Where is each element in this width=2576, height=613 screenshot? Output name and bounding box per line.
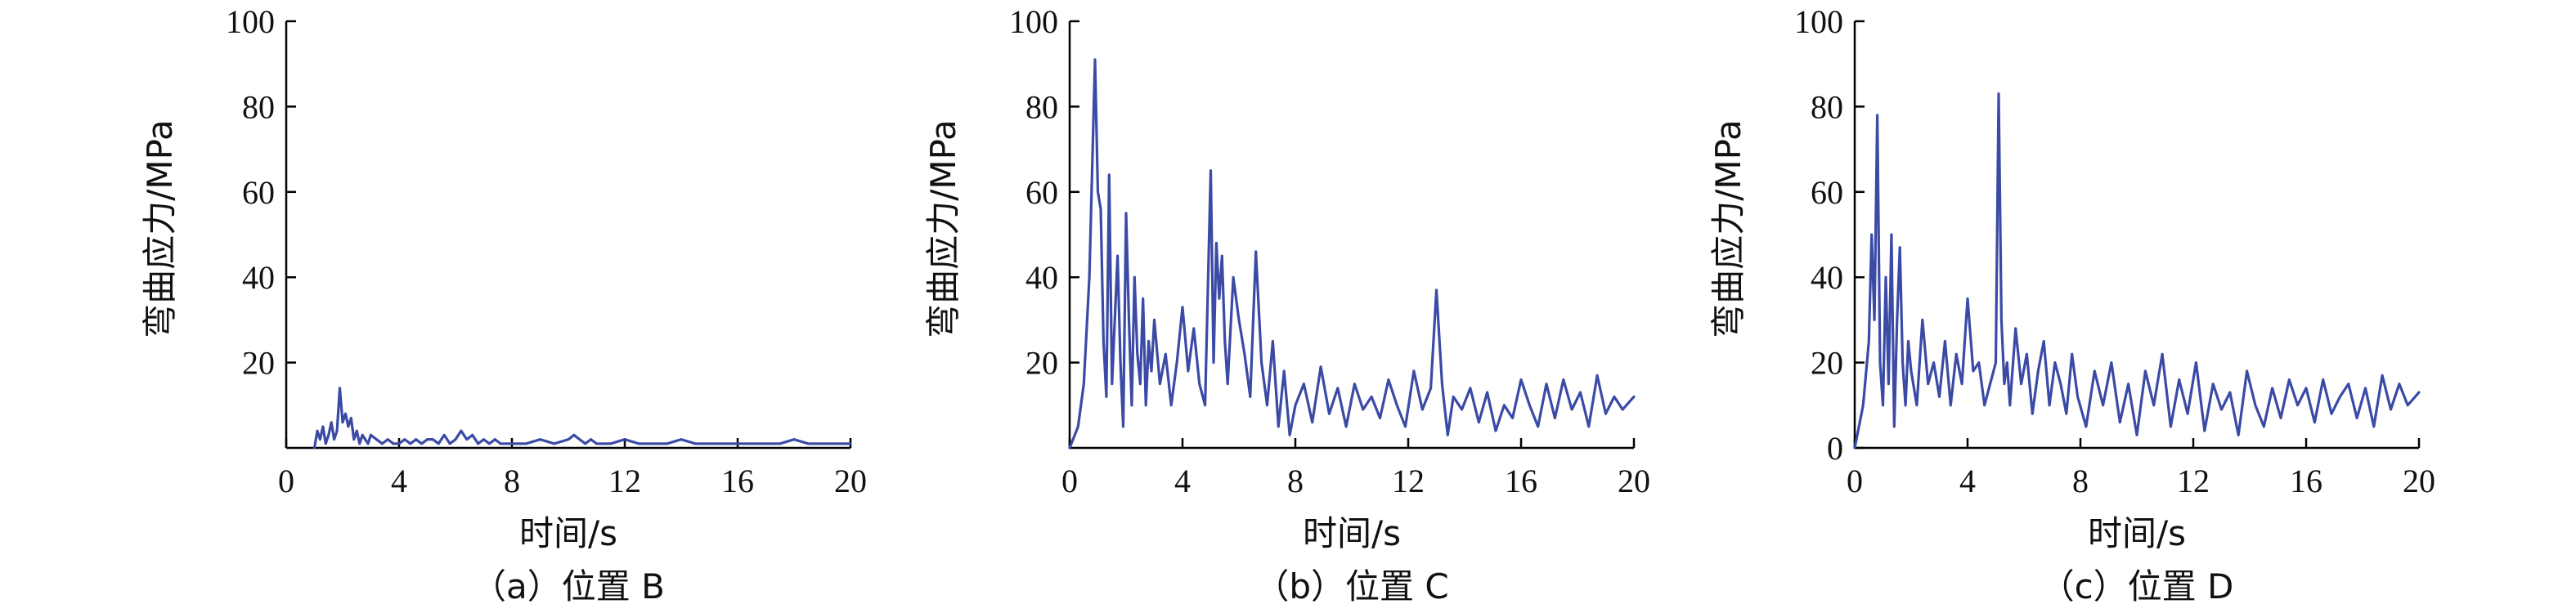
x-tick-label: 16 bbox=[1505, 463, 1537, 499]
x-axis-title: 时间/s bbox=[1303, 513, 1401, 553]
panel-c: 0 20 40 60 80 100 0 4 8 12 16 20 弯曲应力/MPa 时间/s （c）位… bbox=[1708, 3, 2435, 606]
x-tick-label: 20 bbox=[834, 463, 867, 499]
x-tick-label: 4 bbox=[1959, 463, 1976, 499]
y-tick-label: 20 bbox=[242, 345, 275, 382]
y-tick-label: 60 bbox=[242, 174, 275, 211]
panel-a: 20 40 60 80 100 0 4 8 12 16 20 弯曲应力/MPa 时间/s （a）位置… bbox=[140, 3, 867, 606]
x-axis-title: 时间/s bbox=[519, 513, 617, 553]
y-axis-title: 弯曲应力/MPa bbox=[923, 119, 963, 338]
y-tick-label: 100 bbox=[1794, 3, 1843, 40]
y-axis-title: 弯曲应力/MPa bbox=[140, 119, 180, 338]
x-tick-label: 12 bbox=[2177, 463, 2210, 499]
x-tick-label: 12 bbox=[608, 463, 641, 499]
y-tick-label: 60 bbox=[1025, 174, 1058, 211]
y-tick-label: 40 bbox=[1811, 259, 1843, 296]
x-tick-label: 20 bbox=[1618, 463, 1650, 499]
x-axis-title: 时间/s bbox=[2088, 513, 2186, 553]
x-tick-label: 20 bbox=[2403, 463, 2435, 499]
series-line bbox=[1853, 92, 2421, 450]
x-tick-label: 8 bbox=[1287, 463, 1304, 499]
plot-area: 0 20 40 60 80 100 0 4 8 12 16 20 bbox=[1794, 3, 2435, 499]
x-tick-label: 8 bbox=[504, 463, 520, 499]
series-line bbox=[312, 387, 852, 450]
y-tick-label: 100 bbox=[226, 3, 275, 40]
y-tick-label: 100 bbox=[1009, 3, 1058, 40]
x-tick-label: 0 bbox=[278, 463, 294, 499]
plot-area: 20 40 60 80 100 0 4 8 12 16 20 bbox=[1009, 3, 1650, 499]
x-tick-label: 12 bbox=[1392, 463, 1425, 499]
panel-caption: （b）位置 C bbox=[1254, 566, 1448, 606]
y-tick-label: 40 bbox=[242, 259, 275, 296]
y-tick-label: 80 bbox=[1811, 88, 1843, 125]
y-tick-label: 40 bbox=[1025, 259, 1058, 296]
y-tick-label: 20 bbox=[1025, 345, 1058, 382]
panel-caption: （c）位置 D bbox=[2040, 566, 2234, 606]
plot-area: 20 40 60 80 100 0 4 8 12 16 20 bbox=[226, 3, 867, 499]
x-tick-label: 16 bbox=[2290, 463, 2322, 499]
x-tick-label: 16 bbox=[721, 463, 754, 499]
y-tick-label: 0 bbox=[1827, 430, 1843, 467]
x-tick-label: 0 bbox=[1061, 463, 1078, 499]
y-tick-label: 60 bbox=[1811, 174, 1843, 211]
y-tick-label: 20 bbox=[1811, 345, 1843, 382]
x-tick-label: 4 bbox=[391, 463, 407, 499]
y-axis-title: 弯曲应力/MPa bbox=[1708, 119, 1748, 338]
panel-caption: （a）位置 B bbox=[472, 566, 665, 606]
x-tick-label: 8 bbox=[2072, 463, 2089, 499]
series-line bbox=[1068, 58, 1636, 450]
x-tick-label: 4 bbox=[1174, 463, 1191, 499]
panel-b: 20 40 60 80 100 0 4 8 12 16 20 弯曲应力/MPa 时间/s （b）位置… bbox=[923, 3, 1650, 606]
x-tick-label: 0 bbox=[1847, 463, 1863, 499]
y-tick-label: 80 bbox=[1025, 88, 1058, 125]
y-tick-label: 80 bbox=[242, 88, 275, 125]
